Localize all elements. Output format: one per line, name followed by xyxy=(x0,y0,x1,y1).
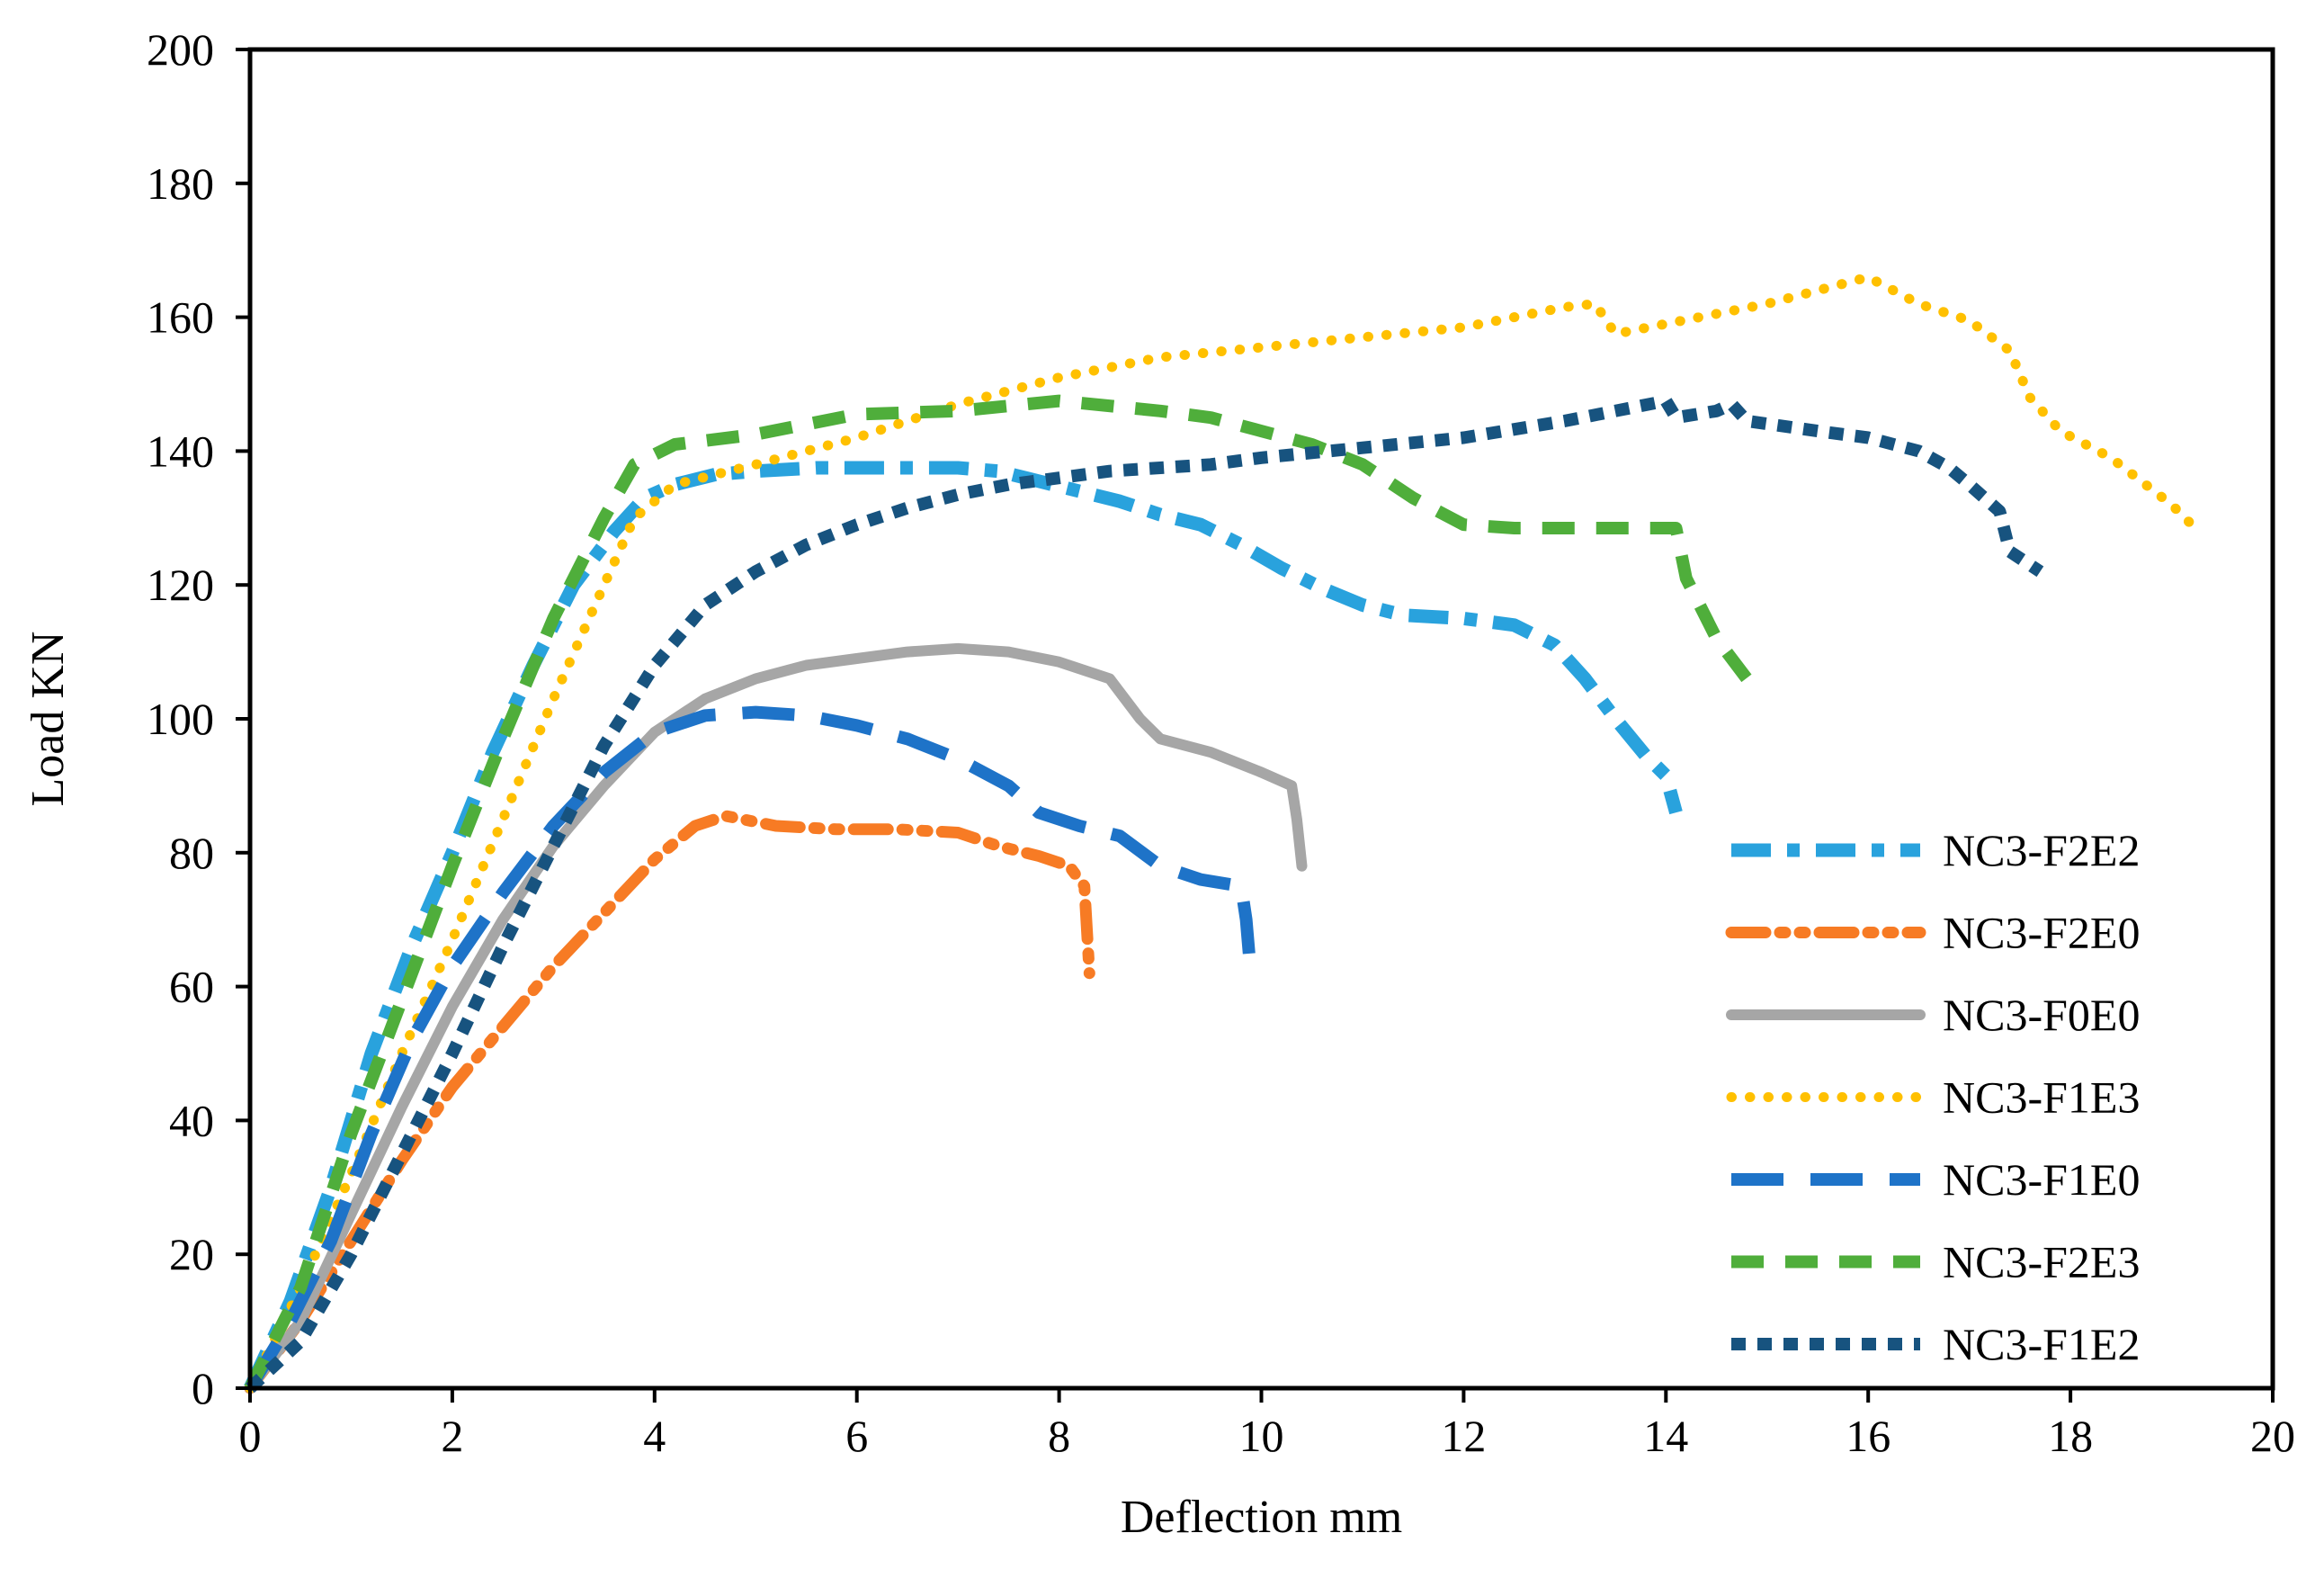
legend: NC3-F2E2 NC3-F2E0 NC3-F0E0 NC3-F1E3 NC3-F1E0… xyxy=(1725,825,2140,1369)
x-tick-label: 6 xyxy=(845,1411,868,1461)
y-tick-label: 100 xyxy=(147,694,214,744)
x-tick-label: 16 xyxy=(1846,1411,1890,1461)
y-tick-label: 140 xyxy=(147,426,214,476)
legend-label: NC3-F2E2 xyxy=(1943,825,2140,875)
series-line-nc3-f0e0 xyxy=(245,642,1308,1394)
series-line-nc3-f1e3 xyxy=(245,272,2197,1394)
x-tick-label: 12 xyxy=(1441,1411,1486,1461)
x-tick-label: 14 xyxy=(1643,1411,1688,1461)
legend-label: NC3-F1E3 xyxy=(1943,1072,2140,1123)
y-tick-label: 40 xyxy=(169,1095,214,1145)
x-tick-label: 18 xyxy=(2048,1411,2093,1461)
legend-label: NC3-F1E2 xyxy=(1943,1319,2140,1369)
y-axis-title: Load KN xyxy=(22,632,74,807)
x-tick-label: 4 xyxy=(643,1411,666,1461)
y-tick-label: 20 xyxy=(169,1229,214,1279)
legend-label: NC3-F2E0 xyxy=(1943,908,2140,958)
x-tick-label: 8 xyxy=(1048,1411,1070,1461)
x-tick-label: 0 xyxy=(239,1411,262,1461)
x-tick-label: 10 xyxy=(1239,1411,1284,1461)
legend-label: NC3-F1E0 xyxy=(1943,1154,2140,1205)
legend-label: NC3-F0E0 xyxy=(1943,990,2140,1040)
series-layer xyxy=(244,272,2197,1394)
y-tick-label: 200 xyxy=(147,24,214,75)
y-tick-label: 60 xyxy=(169,962,214,1012)
axis-ticks: 0 2 4 6 8 10 12 14 16 18 2002040608010012014016018… xyxy=(147,24,2295,1461)
series-line-nc3-f2e2 xyxy=(244,461,1683,1392)
series-line-nc3-f1e2 xyxy=(246,394,2044,1394)
y-tick-label: 80 xyxy=(169,828,214,878)
y-tick-label: 120 xyxy=(147,560,214,610)
x-tick-label: 2 xyxy=(441,1411,463,1461)
legend-label: NC3-F2E3 xyxy=(1943,1237,2140,1287)
y-tick-label: 180 xyxy=(147,158,214,209)
x-axis-title: Deflection mm xyxy=(1121,1492,1402,1543)
y-tick-label: 160 xyxy=(147,292,214,343)
y-tick-label: 0 xyxy=(192,1363,214,1413)
series-line-nc3-f2e3 xyxy=(244,394,1763,1392)
x-tick-label: 20 xyxy=(2250,1411,2295,1461)
